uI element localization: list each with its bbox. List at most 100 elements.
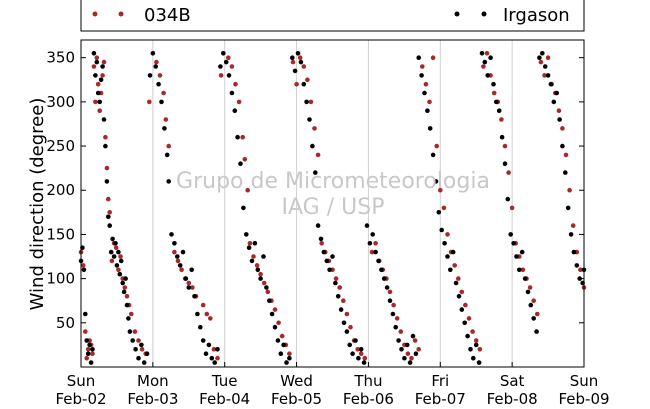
data-point	[249, 258, 255, 264]
data-point	[133, 347, 138, 352]
data-point	[488, 55, 493, 60]
data-point	[420, 64, 425, 69]
watermark-line-1: Grupo de Micrometeorologia	[176, 169, 490, 194]
data-point	[485, 73, 491, 78]
data-points	[78, 51, 587, 365]
data-point	[381, 276, 387, 281]
vertical-gridlines	[152, 40, 513, 367]
data-point	[358, 351, 364, 357]
data-point	[312, 126, 317, 131]
x-tick-label-date: Feb-05	[271, 390, 322, 408]
data-point	[540, 51, 545, 56]
data-point	[344, 311, 350, 317]
data-point	[556, 108, 562, 113]
data-point	[531, 316, 536, 321]
data-point	[261, 254, 266, 259]
data-point	[104, 165, 110, 171]
data-point	[272, 324, 278, 330]
data-point	[324, 258, 330, 264]
data-point	[117, 271, 123, 277]
watermark-line-2: IAG / USP	[282, 195, 385, 220]
data-point	[278, 351, 284, 357]
x-tick-label-weekday: Fri	[431, 372, 449, 390]
data-point	[103, 134, 108, 140]
data-point	[410, 333, 416, 339]
data-point	[93, 99, 98, 105]
series-irgason	[78, 51, 587, 365]
legend-frame	[80, 0, 585, 32]
data-point	[200, 338, 206, 343]
data-point	[235, 134, 240, 140]
legend-marker-034b	[118, 11, 124, 17]
data-point	[369, 249, 375, 255]
data-point	[473, 342, 479, 348]
data-point	[459, 289, 465, 295]
data-point	[445, 254, 450, 259]
data-point	[361, 360, 367, 365]
data-point	[319, 241, 325, 246]
data-point	[287, 355, 292, 361]
data-point	[290, 59, 296, 65]
data-point	[433, 179, 439, 184]
data-point	[164, 152, 170, 158]
data-point	[275, 338, 281, 343]
data-point	[438, 187, 443, 193]
data-point	[175, 258, 181, 264]
data-point	[95, 81, 101, 87]
data-point	[373, 241, 378, 246]
data-point	[344, 329, 350, 334]
data-point	[251, 254, 256, 259]
data-point	[442, 241, 447, 246]
data-point	[195, 311, 200, 317]
x-tick-label-weekday: Sat	[500, 372, 525, 390]
data-point	[127, 329, 133, 334]
data-point	[98, 77, 104, 83]
data-point	[141, 360, 147, 365]
data-point	[97, 108, 102, 113]
data-point	[439, 227, 445, 233]
data-point	[396, 338, 401, 343]
data-point	[292, 68, 298, 74]
data-point	[100, 73, 105, 78]
data-point	[211, 347, 217, 352]
data-point	[177, 263, 183, 268]
plot-area: Grupo de Micrometeorologia IAG / USP 50 1…	[46, 39, 610, 408]
data-point	[450, 249, 456, 255]
data-point	[522, 276, 528, 281]
x-tick-label-date: Feb-08	[487, 390, 538, 408]
data-point	[279, 333, 285, 339]
data-point	[434, 143, 440, 149]
data-point	[456, 294, 462, 299]
y-tick-label: 200	[46, 181, 75, 199]
data-point	[330, 254, 335, 259]
data-point	[190, 285, 195, 290]
data-point	[107, 223, 112, 228]
data-point	[376, 258, 381, 264]
data-point	[84, 338, 89, 343]
data-point	[477, 347, 483, 352]
data-point	[144, 351, 150, 357]
data-point	[172, 249, 177, 255]
data-point	[313, 170, 318, 175]
data-point	[200, 302, 206, 308]
data-point	[97, 99, 102, 105]
data-point	[123, 276, 128, 281]
data-point	[473, 338, 479, 343]
data-point	[308, 99, 314, 105]
data-point	[90, 347, 95, 352]
data-point	[208, 316, 213, 321]
data-point	[209, 355, 215, 361]
data-point	[161, 90, 166, 96]
data-point	[409, 355, 414, 361]
data-point	[258, 271, 263, 277]
data-point	[436, 210, 442, 215]
data-point	[470, 329, 475, 334]
data-point	[574, 263, 580, 268]
plot-border	[80, 39, 585, 368]
data-point	[246, 245, 252, 250]
data-point	[106, 214, 111, 220]
data-point	[206, 342, 212, 348]
x-tick-label-weekday: Thu	[353, 372, 382, 390]
data-point	[204, 311, 210, 317]
data-point	[350, 351, 355, 357]
